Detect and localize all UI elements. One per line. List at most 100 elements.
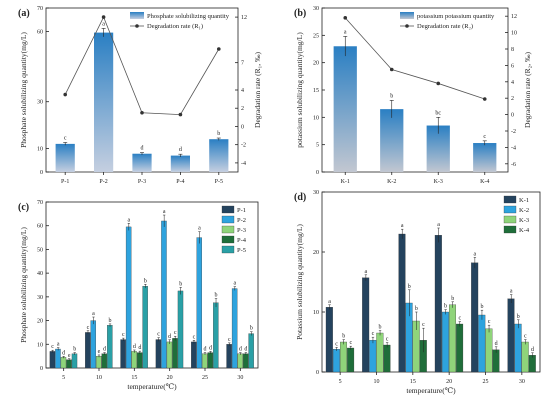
legend-label: P-1 [237, 207, 246, 214]
bar [60, 357, 67, 369]
legend-label: potassium potassium quantity [417, 13, 495, 20]
bar [231, 288, 238, 369]
bar [325, 307, 333, 373]
line-point [436, 81, 441, 86]
x-tick-label: 15 [410, 379, 416, 385]
x-tick-label: 20 [446, 379, 452, 385]
bar [136, 352, 143, 369]
x-tick-label: 5 [62, 375, 65, 381]
legend-swatch [503, 215, 517, 224]
significance-letter: c [122, 332, 125, 338]
bar [101, 353, 108, 369]
x-tick-label: P-5 [215, 179, 223, 185]
legend-swatch-point [405, 24, 409, 28]
bar [155, 339, 162, 369]
y-tick-label: 40 [37, 271, 43, 277]
panel-2: (c) 0 10 20 30 40 50 60 70 Phosphate solubilizing… [18, 200, 259, 391]
y-tick-label: 70 [37, 6, 43, 12]
x-axis-label: temperature(℃) [127, 382, 177, 391]
significance-letter: c [524, 334, 527, 340]
y-tick-label: 20 [313, 61, 319, 67]
y2-tick-label: -6 [511, 162, 516, 168]
x-tick-label: 15 [131, 375, 137, 381]
y-tick-label: 50 [37, 247, 43, 253]
significance-letter: b [415, 306, 418, 312]
y-tick-label: 0 [40, 170, 43, 176]
bar [96, 355, 102, 369]
significance-letter: a [510, 289, 513, 295]
legend-label: P-5 [237, 247, 246, 254]
degradation-line [64, 16, 220, 116]
line-point [343, 16, 348, 20]
bar [131, 351, 137, 369]
legend-label: K-2 [519, 207, 529, 214]
legend-label: P-4 [237, 237, 247, 244]
significance-letter: d [141, 146, 144, 152]
significance-letter: c [483, 134, 486, 140]
bar [449, 304, 457, 373]
y-tick-label: 30 [313, 190, 319, 196]
y-tick-label: 0 [316, 170, 319, 176]
panel-label: (a) [18, 8, 30, 19]
bar [191, 341, 197, 369]
line-point [63, 92, 67, 97]
legend-swatch-bar [400, 12, 414, 19]
significance-letter: c [349, 340, 352, 346]
significance-letter: d [133, 344, 136, 350]
y2-tick-label: 7 [241, 61, 244, 67]
significance-letter: c [372, 331, 375, 337]
legend-swatch-point [135, 24, 139, 28]
x-tick-label: 5 [339, 379, 342, 385]
significance-letter: a [102, 21, 105, 27]
bar [347, 347, 355, 373]
plot-frame [321, 191, 541, 373]
bar [170, 155, 190, 172]
significance-letter: c [51, 344, 54, 350]
bar [120, 339, 126, 369]
x-tick-label: 30 [237, 375, 243, 381]
y2-tick-label: -4 [511, 145, 516, 151]
y2-tick-label: 0 [241, 124, 244, 130]
bar [226, 344, 232, 369]
significance-letter: b [73, 347, 76, 353]
significance-letter: bc [435, 110, 441, 116]
significance-letter: c [228, 337, 231, 343]
y2-tick-label: -2 [241, 143, 246, 149]
bar [166, 341, 173, 369]
panel-label: (b) [294, 8, 306, 19]
legend-label: K-4 [519, 227, 530, 234]
y2-axis-label: Degradation rate (R₁, ‰) [253, 52, 262, 128]
y-tick-label: 0 [40, 366, 43, 372]
y-tick-label: 20 [313, 250, 319, 256]
legend-swatch [221, 245, 235, 254]
y2-tick-label: 4 [241, 88, 244, 94]
bar [380, 109, 404, 172]
line-point [217, 47, 221, 51]
significance-letter: a [474, 251, 477, 257]
y2-tick-label: 12 [511, 14, 517, 20]
significance-letter: b [517, 314, 520, 320]
significance-letter: b [408, 284, 411, 290]
line-point [482, 97, 487, 101]
legend-swatch [221, 225, 235, 234]
bar [441, 311, 449, 373]
bar [107, 325, 113, 369]
significance-letter: b [390, 93, 393, 99]
significance-letter: b [250, 326, 253, 332]
bar [473, 143, 497, 172]
y-axis-label: Potassium solubilizing quantity(mg/L) [295, 224, 304, 340]
significance-letter: c [422, 322, 425, 328]
panel-1: (b) 0 5 10 15 20 25 30 -6 -4 -2 0 2 4 6 8 10 12 potassium … [294, 6, 532, 185]
bar [376, 332, 384, 373]
bar [492, 349, 500, 373]
bar [132, 153, 152, 172]
bar [332, 349, 340, 373]
x-tick-label: K-4 [480, 179, 489, 185]
line-point [101, 15, 106, 19]
bar [383, 344, 391, 373]
significance-letter: d [209, 345, 212, 351]
significance-letter: d [239, 347, 242, 353]
bar [456, 323, 464, 373]
y-axis-label: potassium solubilizing quantity(mg/L) [295, 32, 304, 148]
significance-letter: d [103, 347, 106, 353]
